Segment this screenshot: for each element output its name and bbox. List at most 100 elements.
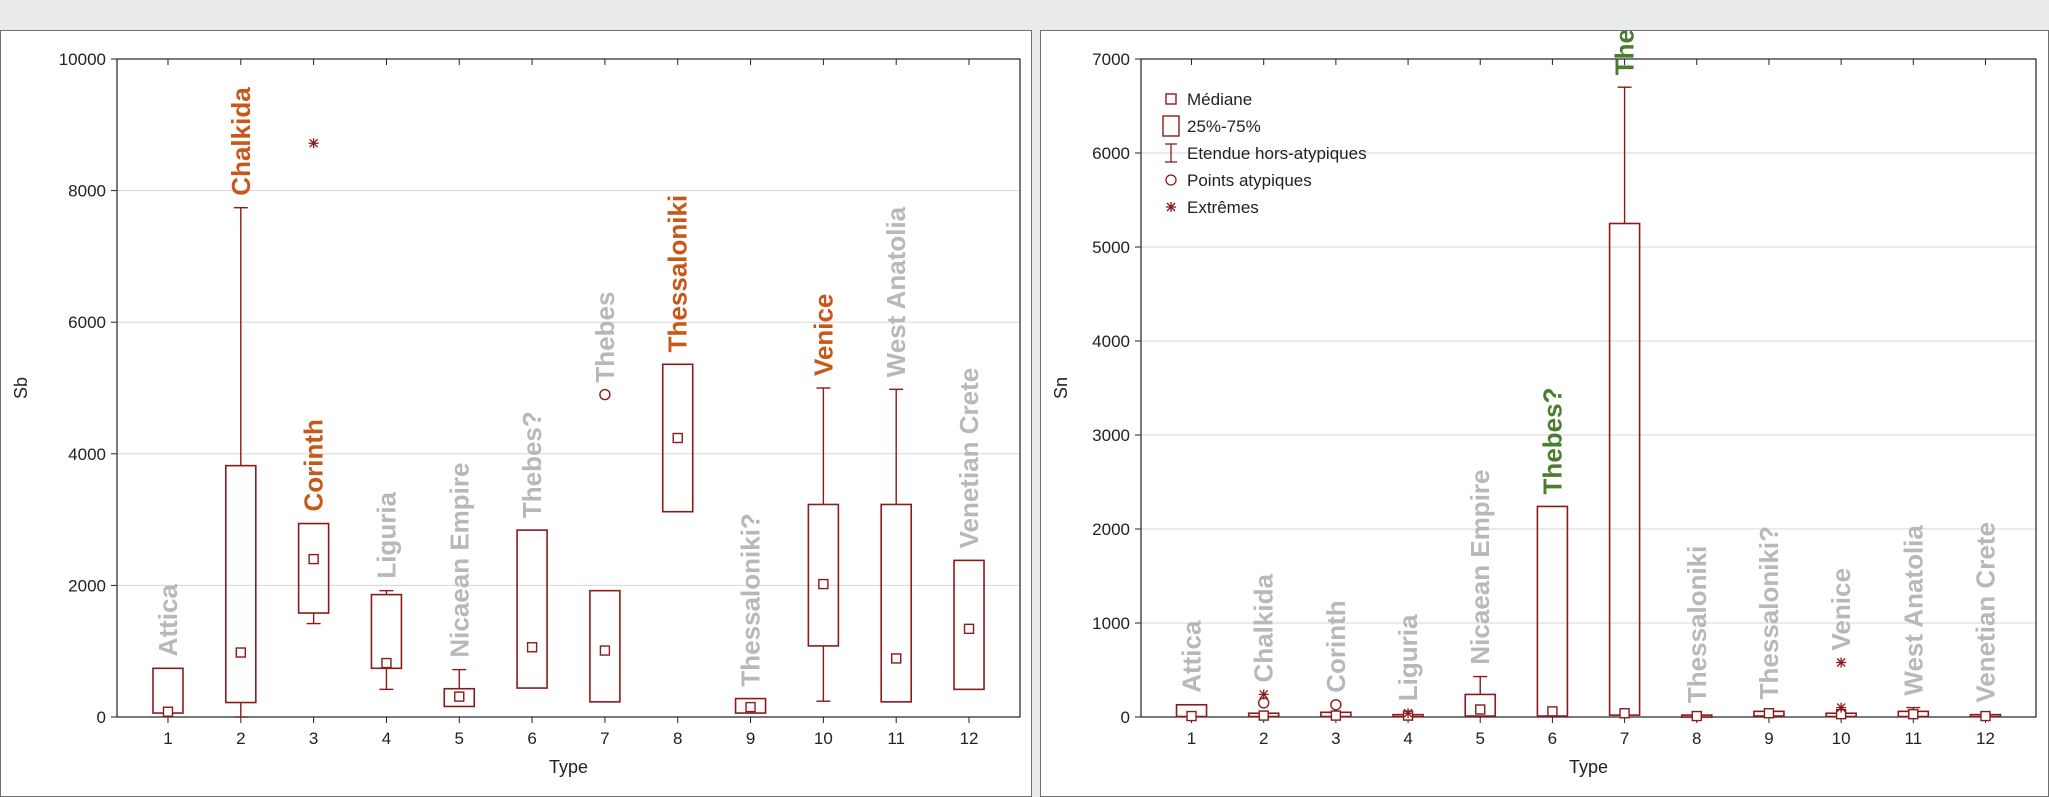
median-marker bbox=[963, 623, 975, 635]
iqr-box bbox=[224, 464, 257, 704]
median-marker bbox=[1619, 708, 1630, 719]
y-axis-label: Sn bbox=[1051, 377, 1071, 399]
median-marker bbox=[818, 578, 829, 590]
box-group bbox=[152, 667, 184, 717]
group-label: Thebes bbox=[590, 292, 620, 383]
outlier-point bbox=[599, 388, 611, 401]
x-tick-label: 10 bbox=[1832, 729, 1851, 748]
extreme-stroke bbox=[1836, 703, 1846, 713]
group-label: Liguria bbox=[1393, 614, 1423, 701]
box-group bbox=[1753, 708, 1785, 719]
median-marker bbox=[1763, 708, 1775, 719]
x-axis-label: Type bbox=[1569, 757, 1608, 777]
x-tick-label: 11 bbox=[887, 729, 905, 748]
group-label: Venetian Crete bbox=[954, 368, 984, 549]
box-group bbox=[1969, 710, 2002, 722]
median-marker bbox=[1186, 710, 1197, 722]
group-label: Thebes? bbox=[517, 411, 547, 518]
iqr-box bbox=[880, 503, 913, 703]
legend-extreme-symbol bbox=[1166, 202, 1176, 212]
y-tick-label: 10000 bbox=[59, 50, 106, 69]
median-marker bbox=[308, 553, 319, 565]
iqr-box bbox=[1464, 693, 1497, 717]
group-label: Thebes? bbox=[1537, 388, 1567, 495]
median-marker bbox=[235, 647, 246, 658]
x-tick-label: 6 bbox=[1548, 729, 1557, 748]
extreme-stroke bbox=[309, 138, 319, 148]
median-marker bbox=[672, 432, 683, 444]
median-marker bbox=[1691, 710, 1702, 722]
y-tick-label: 0 bbox=[1121, 708, 1130, 727]
x-tick-label: 4 bbox=[1403, 729, 1412, 748]
x-tick-label: 3 bbox=[1331, 729, 1340, 748]
group-label: West Anatolia bbox=[881, 206, 911, 377]
y-tick-label: 5000 bbox=[1092, 238, 1130, 257]
median-marker bbox=[1547, 706, 1558, 717]
x-tick-label: 11 bbox=[1904, 729, 1922, 748]
median-marker bbox=[162, 706, 174, 717]
x-tick-label: 7 bbox=[600, 729, 609, 748]
group-label: Thessaloniki? bbox=[1754, 526, 1784, 699]
iqr-box bbox=[443, 687, 476, 708]
box-group bbox=[370, 589, 403, 691]
extreme-point bbox=[1836, 702, 1847, 713]
extreme-point bbox=[1258, 689, 1269, 700]
y-tick-label: 3000 bbox=[1092, 426, 1130, 445]
x-tick-label: 5 bbox=[1475, 729, 1484, 748]
median-marker bbox=[1330, 710, 1342, 721]
iqr-box bbox=[1608, 222, 1641, 716]
x-tick-label: 7 bbox=[1620, 729, 1629, 748]
group-label: Thessaloniki bbox=[663, 195, 693, 353]
extreme-stroke bbox=[1836, 658, 1846, 667]
x-tick-label: 8 bbox=[1692, 729, 1701, 748]
y-tick-label: 1000 bbox=[1092, 614, 1130, 633]
box-group bbox=[1320, 699, 1352, 721]
iqr-box bbox=[1536, 505, 1569, 717]
x-tick-label: 4 bbox=[382, 729, 391, 748]
box-group bbox=[1175, 703, 1208, 722]
iqr-box bbox=[297, 522, 330, 614]
group-label: Thebes bbox=[1610, 31, 1640, 75]
box-group bbox=[589, 388, 621, 703]
extreme-point bbox=[308, 138, 319, 149]
x-tick-label: 12 bbox=[960, 729, 979, 748]
median-marker bbox=[381, 657, 392, 669]
median-marker bbox=[454, 691, 465, 702]
median-marker bbox=[745, 701, 756, 713]
outlier-point bbox=[1330, 699, 1342, 711]
x-tick-label: 9 bbox=[1764, 729, 1773, 748]
iqr-box bbox=[589, 589, 621, 703]
median-marker bbox=[1258, 710, 1269, 721]
extreme-stroke bbox=[1259, 689, 1269, 699]
y-tick-label: 6000 bbox=[1092, 144, 1130, 163]
group-label: Thessaloniki? bbox=[736, 513, 766, 686]
box-group bbox=[1680, 710, 1713, 722]
y-tick-label: 0 bbox=[97, 708, 106, 727]
box-group bbox=[880, 388, 913, 703]
x-tick-label: 1 bbox=[163, 729, 172, 748]
x-axis-label: Type bbox=[549, 757, 588, 777]
chart-panel-sn: 0 1000 2000 3000 4000 5000 6000 7000 1 2 3 4 5 6 7 8 9 10… bbox=[1040, 30, 2049, 797]
group-label: Thessaloniki bbox=[1682, 546, 1712, 704]
group-label: Nicaean Empire bbox=[444, 463, 474, 658]
legend-item-label: Extrêmes bbox=[1187, 198, 1259, 217]
chart-panel-sb: 0 2000 4000 6000 8000 10000 1 2 3 4 5 6 7 8 9 10 11 12 Typ… bbox=[0, 30, 1032, 797]
median-marker bbox=[526, 642, 538, 653]
iqr-box bbox=[152, 667, 184, 714]
legend-outlier-symbol bbox=[1165, 174, 1177, 186]
x-tick-label: 9 bbox=[746, 729, 755, 748]
median-marker bbox=[1908, 708, 1919, 720]
x-tick-label: 6 bbox=[527, 729, 536, 748]
iqr-box bbox=[516, 529, 548, 689]
legend-box-symbol bbox=[1162, 115, 1180, 137]
extreme-point bbox=[1403, 708, 1414, 719]
box-group bbox=[1392, 708, 1424, 721]
iqr-box bbox=[370, 593, 403, 670]
x-tick-label: 5 bbox=[455, 729, 464, 748]
group-label: Venetian Crete bbox=[1970, 522, 2000, 703]
group-label: Chalkida bbox=[1249, 574, 1279, 683]
legend-item-label: Etendue hors-atypiques bbox=[1187, 144, 1367, 163]
box-group bbox=[1536, 505, 1569, 717]
box-group bbox=[807, 387, 840, 702]
